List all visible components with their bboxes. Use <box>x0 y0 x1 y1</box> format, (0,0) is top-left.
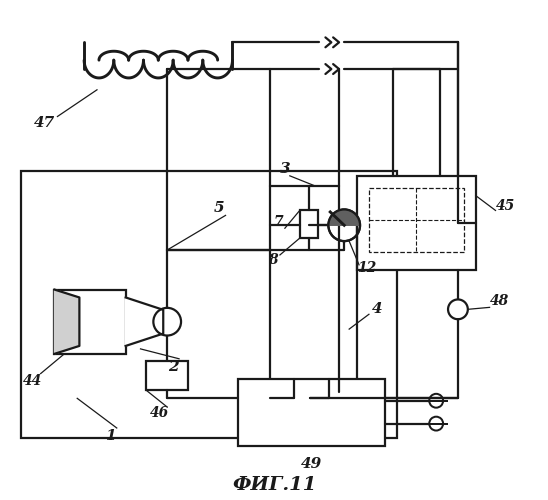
Bar <box>300 210 317 238</box>
Bar <box>357 176 476 270</box>
Text: 4: 4 <box>372 302 382 316</box>
Text: 44: 44 <box>23 374 42 388</box>
Text: 48: 48 <box>490 294 509 308</box>
Bar <box>21 171 397 438</box>
Text: 49: 49 <box>301 456 322 470</box>
Text: 2: 2 <box>168 360 179 374</box>
Text: 8: 8 <box>268 253 278 267</box>
Text: 7: 7 <box>273 216 283 230</box>
Bar <box>238 378 385 446</box>
Bar <box>146 361 188 390</box>
Wedge shape <box>328 210 360 226</box>
Text: 3: 3 <box>279 162 290 176</box>
Bar <box>54 290 125 354</box>
Text: 5: 5 <box>213 202 224 215</box>
Text: 12: 12 <box>357 261 376 275</box>
Polygon shape <box>125 298 163 346</box>
Text: 45: 45 <box>496 198 515 212</box>
Polygon shape <box>54 290 79 354</box>
Text: 46: 46 <box>150 406 169 420</box>
Bar <box>369 188 464 252</box>
Text: 1: 1 <box>105 429 115 443</box>
Text: 47: 47 <box>34 116 55 130</box>
Text: ФИГ.11: ФИГ.11 <box>232 476 316 494</box>
